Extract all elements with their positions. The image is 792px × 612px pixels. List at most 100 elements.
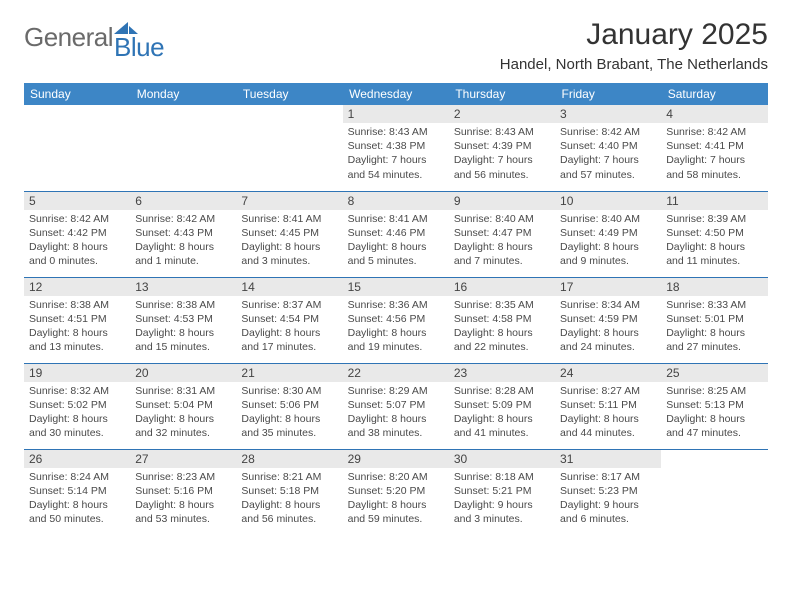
cell-content: Sunrise: 8:29 AMSunset: 5:07 PMDaylight:…	[343, 382, 449, 445]
cell-line: Daylight: 9 hours	[454, 498, 550, 512]
calendar-cell: 21Sunrise: 8:30 AMSunset: 5:06 PMDayligh…	[236, 363, 342, 449]
cell-line: Sunrise: 8:24 AM	[29, 470, 125, 484]
calendar-table: SundayMondayTuesdayWednesdayThursdayFrid…	[24, 83, 768, 535]
cell-line: Sunset: 4:42 PM	[29, 226, 125, 240]
cell-line: and 53 minutes.	[135, 512, 231, 526]
day-header: Monday	[130, 83, 236, 105]
cell-line: Sunrise: 8:38 AM	[135, 298, 231, 312]
cell-line: and 0 minutes.	[29, 254, 125, 268]
day-number: 20	[130, 364, 236, 382]
empty-cell	[130, 105, 236, 123]
cell-line: Sunset: 4:53 PM	[135, 312, 231, 326]
cell-line: Sunset: 4:58 PM	[454, 312, 550, 326]
cell-content: Sunrise: 8:43 AMSunset: 4:38 PMDaylight:…	[343, 123, 449, 186]
day-number: 7	[236, 192, 342, 210]
day-number: 18	[661, 278, 767, 296]
cell-content: Sunrise: 8:37 AMSunset: 4:54 PMDaylight:…	[236, 296, 342, 359]
cell-content: Sunrise: 8:42 AMSunset: 4:40 PMDaylight:…	[555, 123, 661, 186]
calendar-cell: 13Sunrise: 8:38 AMSunset: 4:53 PMDayligh…	[130, 277, 236, 363]
cell-line: Sunrise: 8:30 AM	[241, 384, 337, 398]
cell-line: Sunset: 5:07 PM	[348, 398, 444, 412]
cell-line: and 54 minutes.	[348, 168, 444, 182]
calendar-cell: 3Sunrise: 8:42 AMSunset: 4:40 PMDaylight…	[555, 105, 661, 191]
calendar-cell: 16Sunrise: 8:35 AMSunset: 4:58 PMDayligh…	[449, 277, 555, 363]
cell-content: Sunrise: 8:32 AMSunset: 5:02 PMDaylight:…	[24, 382, 130, 445]
cell-content: Sunrise: 8:35 AMSunset: 4:58 PMDaylight:…	[449, 296, 555, 359]
calendar-cell: 19Sunrise: 8:32 AMSunset: 5:02 PMDayligh…	[24, 363, 130, 449]
cell-line: Sunset: 5:02 PM	[29, 398, 125, 412]
cell-line: Sunset: 4:56 PM	[348, 312, 444, 326]
logo: General Blue	[24, 22, 164, 63]
cell-content: Sunrise: 8:31 AMSunset: 5:04 PMDaylight:…	[130, 382, 236, 445]
calendar-cell: 29Sunrise: 8:20 AMSunset: 5:20 PMDayligh…	[343, 449, 449, 535]
cell-content: Sunrise: 8:41 AMSunset: 4:45 PMDaylight:…	[236, 210, 342, 273]
cell-content: Sunrise: 8:43 AMSunset: 4:39 PMDaylight:…	[449, 123, 555, 186]
day-number: 24	[555, 364, 661, 382]
cell-line: Sunset: 4:40 PM	[560, 139, 656, 153]
calendar-cell: 18Sunrise: 8:33 AMSunset: 5:01 PMDayligh…	[661, 277, 767, 363]
calendar-cell: 8Sunrise: 8:41 AMSunset: 4:46 PMDaylight…	[343, 191, 449, 277]
logo-gray-text: General	[24, 22, 113, 53]
calendar-cell: 24Sunrise: 8:27 AMSunset: 5:11 PMDayligh…	[555, 363, 661, 449]
calendar-body: 1Sunrise: 8:43 AMSunset: 4:38 PMDaylight…	[24, 105, 768, 535]
cell-line: Sunset: 4:45 PM	[241, 226, 337, 240]
cell-line: and 47 minutes.	[666, 426, 762, 440]
cell-line: and 15 minutes.	[135, 340, 231, 354]
cell-line: and 13 minutes.	[29, 340, 125, 354]
cell-line: Sunrise: 8:39 AM	[666, 212, 762, 226]
cell-line: Sunrise: 8:20 AM	[348, 470, 444, 484]
cell-line: Daylight: 8 hours	[135, 326, 231, 340]
day-header: Saturday	[661, 83, 767, 105]
calendar-week: 19Sunrise: 8:32 AMSunset: 5:02 PMDayligh…	[24, 363, 768, 449]
calendar-cell	[661, 449, 767, 535]
calendar-cell	[24, 105, 130, 191]
day-header: Wednesday	[343, 83, 449, 105]
calendar-cell: 15Sunrise: 8:36 AMSunset: 4:56 PMDayligh…	[343, 277, 449, 363]
cell-line: Sunrise: 8:42 AM	[135, 212, 231, 226]
cell-line: Sunrise: 8:28 AM	[454, 384, 550, 398]
cell-line: Daylight: 8 hours	[560, 240, 656, 254]
cell-line: Sunset: 5:01 PM	[666, 312, 762, 326]
cell-line: Sunset: 4:41 PM	[666, 139, 762, 153]
day-number: 1	[343, 105, 449, 123]
day-number: 29	[343, 450, 449, 468]
day-number: 5	[24, 192, 130, 210]
cell-line: Daylight: 8 hours	[241, 498, 337, 512]
day-number: 30	[449, 450, 555, 468]
cell-line: Sunrise: 8:17 AM	[560, 470, 656, 484]
cell-content: Sunrise: 8:40 AMSunset: 4:49 PMDaylight:…	[555, 210, 661, 273]
cell-line: Daylight: 8 hours	[348, 498, 444, 512]
cell-content: Sunrise: 8:27 AMSunset: 5:11 PMDaylight:…	[555, 382, 661, 445]
cell-line: and 17 minutes.	[241, 340, 337, 354]
cell-line: Sunset: 5:23 PM	[560, 484, 656, 498]
cell-content: Sunrise: 8:20 AMSunset: 5:20 PMDaylight:…	[343, 468, 449, 531]
calendar-head: SundayMondayTuesdayWednesdayThursdayFrid…	[24, 83, 768, 105]
cell-line: Daylight: 8 hours	[348, 326, 444, 340]
header-row: General Blue January 2025 Handel, North …	[24, 18, 768, 81]
calendar-cell: 20Sunrise: 8:31 AMSunset: 5:04 PMDayligh…	[130, 363, 236, 449]
cell-line: Sunset: 4:54 PM	[241, 312, 337, 326]
cell-line: Sunrise: 8:31 AM	[135, 384, 231, 398]
cell-line: Sunset: 4:51 PM	[29, 312, 125, 326]
cell-line: Sunrise: 8:37 AM	[241, 298, 337, 312]
cell-line: Sunrise: 8:35 AM	[454, 298, 550, 312]
cell-line: Sunrise: 8:43 AM	[454, 125, 550, 139]
cell-line: Sunrise: 8:42 AM	[666, 125, 762, 139]
cell-line: and 24 minutes.	[560, 340, 656, 354]
cell-line: Daylight: 8 hours	[29, 326, 125, 340]
cell-line: Daylight: 7 hours	[666, 153, 762, 167]
cell-line: and 32 minutes.	[135, 426, 231, 440]
cell-line: Daylight: 8 hours	[454, 326, 550, 340]
cell-line: Daylight: 8 hours	[241, 412, 337, 426]
cell-content: Sunrise: 8:34 AMSunset: 4:59 PMDaylight:…	[555, 296, 661, 359]
day-number: 6	[130, 192, 236, 210]
cell-line: Sunset: 5:14 PM	[29, 484, 125, 498]
cell-line: Daylight: 8 hours	[454, 412, 550, 426]
logo-blue-text: Blue	[114, 32, 164, 63]
cell-line: Daylight: 8 hours	[29, 240, 125, 254]
cell-content: Sunrise: 8:42 AMSunset: 4:43 PMDaylight:…	[130, 210, 236, 273]
cell-line: Sunrise: 8:41 AM	[241, 212, 337, 226]
cell-line: Sunset: 4:59 PM	[560, 312, 656, 326]
cell-line: Sunset: 4:46 PM	[348, 226, 444, 240]
cell-content: Sunrise: 8:33 AMSunset: 5:01 PMDaylight:…	[661, 296, 767, 359]
